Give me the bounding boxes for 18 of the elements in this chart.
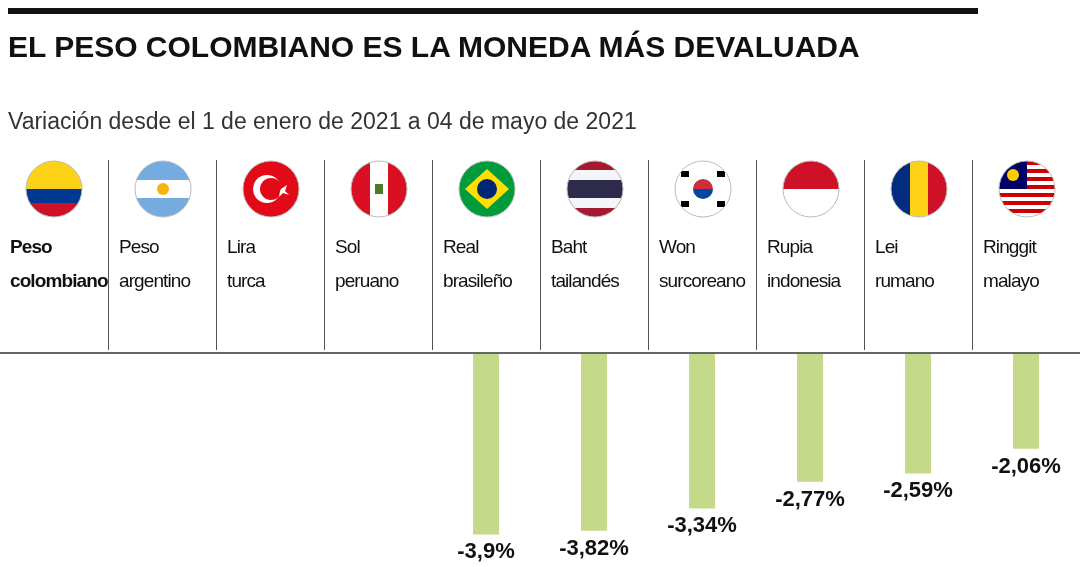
x-tick-label: Lei rumano: [874, 235, 936, 293]
data-label: -2,59%: [883, 477, 953, 503]
data-label: -3,34%: [667, 512, 737, 538]
data-label: -2,77%: [775, 485, 845, 511]
x-tick-label: Sol peruano: [334, 235, 400, 293]
chart-subtitle: Variación desde el 1 de enero de 2021 a 04 de mayo de 2021: [8, 108, 637, 135]
x-tick-label: Ringgit malayo: [982, 235, 1040, 293]
x-tick-label: Rupia indonesia: [766, 235, 842, 293]
x-tick-label: Peso argentino: [118, 235, 192, 293]
x-tick-label: Peso colombiano: [9, 235, 109, 293]
data-label: -3,9%: [457, 538, 515, 564]
data-label: -3,82%: [559, 534, 629, 560]
x-tick-label: Won surcoreano: [658, 235, 747, 293]
x-tick-label: Baht tailandés: [550, 235, 620, 293]
x-tick-label: Real brasileño: [442, 235, 513, 293]
data-label: -2,06%: [991, 452, 1061, 478]
chart-title: EL PESO COLOMBIANO ES LA MONEDA MÁS DEVALUADA: [8, 30, 860, 64]
x-tick-label: Lira turca: [226, 235, 267, 293]
